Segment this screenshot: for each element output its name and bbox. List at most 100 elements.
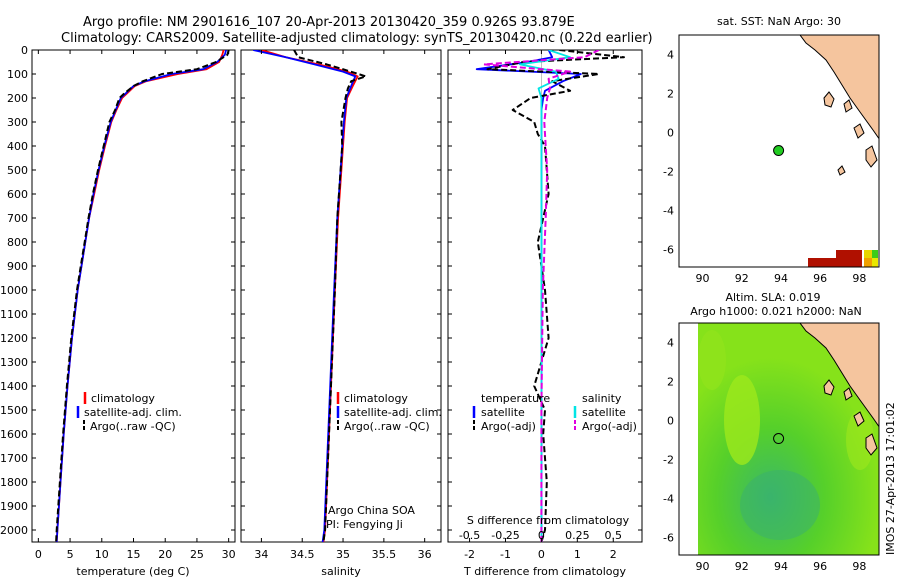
- map-x-tick-label: 92: [735, 560, 749, 573]
- series-satellite: [475, 50, 582, 542]
- x-tick-label: 10: [95, 548, 109, 561]
- series-satellite: [519, 50, 571, 542]
- x-tick-label: 34.5: [290, 548, 315, 561]
- y-tick-label: 1900: [0, 500, 28, 513]
- sst-pixel: [836, 250, 862, 267]
- sst-pixel: [808, 258, 836, 267]
- y-tick-label: 600: [7, 188, 28, 201]
- island: [843, 387, 853, 401]
- map-y-tick-label: -4: [663, 492, 674, 505]
- map-y-tick-label: 4: [667, 336, 674, 349]
- salinity-panel-frame: [240, 49, 442, 543]
- legend-label-climatology: climatology: [344, 392, 408, 405]
- y-tick-label: 400: [7, 140, 28, 153]
- legend-label-argo: Argo(..raw -QC): [90, 420, 176, 433]
- map-x-tick-label: 94: [774, 272, 788, 285]
- x-tick-label: 0: [35, 548, 42, 561]
- legend-label-s-satellite: satellite: [582, 406, 626, 419]
- annotation-pi: PI: Fengying Ji: [326, 518, 403, 531]
- temperature-xlabel: temperature (deg C): [76, 565, 189, 578]
- map-y-tick-label: -6: [663, 243, 674, 256]
- map-x-tick-label: 94: [774, 560, 788, 573]
- annotation-argo-china: Argo China SOA: [328, 504, 415, 517]
- y-tick-label: 500: [7, 164, 28, 177]
- map-x-tick-label: 98: [852, 560, 866, 573]
- x-top-tick-label: -0.5: [459, 529, 480, 542]
- map-x-tick-label: 92: [735, 272, 749, 285]
- x-tick-label: 35.5: [372, 548, 397, 561]
- x-tick-label: 36: [418, 548, 432, 561]
- series-satellite-adj-clim-: [55, 50, 227, 542]
- x-tick-label: 20: [158, 548, 172, 561]
- map-y-tick-label: 2: [667, 87, 674, 100]
- island: [823, 91, 835, 108]
- title-line-2: Climatology: CARS2009. Satellite-adjuste…: [61, 31, 653, 46]
- map-y-tick-label: -2: [663, 165, 674, 178]
- difference-panel-frame: [447, 49, 643, 543]
- legend-label-t-argo: Argo(-adj): [481, 420, 536, 433]
- legend-label-s-argo: Argo(-adj): [582, 420, 637, 433]
- argo-location-marker: [773, 145, 785, 157]
- imos-credit: IMOS 27-Apr-2013 17:01:02: [884, 402, 897, 555]
- x-tick-label: 34: [254, 548, 268, 561]
- argo-location-marker: [773, 433, 785, 445]
- y-tick-label: 1100: [0, 308, 28, 321]
- legend-label-t-satellite: satellite: [481, 406, 525, 419]
- sla-map-frame: [678, 322, 880, 556]
- map-y-tick-label: -6: [663, 531, 674, 544]
- title-line-1: Argo profile: NM 2901616_107 20-Apr-2013…: [83, 15, 575, 30]
- map-y-tick-label: 4: [667, 48, 674, 61]
- y-tick-label: 300: [7, 116, 28, 129]
- map-x-tick-label: 98: [852, 272, 866, 285]
- x-top-tick-label: 0: [538, 529, 545, 542]
- series-argo-adj-: [482, 50, 600, 542]
- island: [837, 165, 846, 176]
- series-climatology: [55, 50, 225, 542]
- map-x-tick-label: 90: [696, 560, 710, 573]
- x-top-tick-label: 0.25: [565, 529, 590, 542]
- difference-legend: temperature salinity satellite Argo(-adj…: [472, 392, 637, 433]
- y-tick-label: 1500: [0, 404, 28, 417]
- sumatra-land: [799, 323, 879, 428]
- map-y-tick-label: -2: [663, 453, 674, 466]
- y-tick-label: 1200: [0, 332, 28, 345]
- x-tick-label: 5: [67, 548, 74, 561]
- map-y-tick-label: 0: [667, 126, 674, 139]
- y-tick-label: 1800: [0, 476, 28, 489]
- x-tick-label: 25: [190, 548, 204, 561]
- legend-label-climatology: climatology: [91, 392, 155, 405]
- salinity-legend: climatology satellite-adj. clim. Argo(..…: [326, 392, 442, 531]
- difference-xlabel: T difference from climatology: [463, 565, 626, 578]
- temperature-series: [55, 50, 230, 542]
- x-tick-label: -1: [500, 548, 511, 561]
- legend-label-argo: Argo(..raw -QC): [344, 420, 430, 433]
- y-tick-label: 1700: [0, 452, 28, 465]
- salinity-xlabel: salinity: [321, 565, 361, 578]
- island: [865, 433, 878, 456]
- sla-map-title-2: Argo h1000: 0.021 h2000: NaN: [690, 305, 862, 318]
- map-y-tick-label: 0: [667, 414, 674, 427]
- sst-pixel: [864, 250, 872, 258]
- sla-high-patch: [846, 410, 874, 470]
- sst-pixel: [872, 250, 878, 258]
- sst-map-frame: [678, 34, 880, 268]
- legend-label-satellite: satellite-adj. clim.: [84, 406, 182, 419]
- sla-high-patch: [724, 375, 760, 465]
- sst-map-area: [679, 35, 879, 267]
- series-satellite-adj-clim-: [253, 50, 357, 542]
- y-tick-label: 800: [7, 236, 28, 249]
- series-argo-adj-: [486, 50, 625, 542]
- temperature-panel-frame: [31, 49, 236, 543]
- x-top-tick-label: -0.25: [491, 529, 519, 542]
- x-tick-label: 0: [538, 548, 545, 561]
- sla-map-title-1: Altim. SLA: 0.019: [725, 291, 820, 304]
- island: [843, 99, 853, 113]
- x-tick-label: 30: [222, 548, 236, 561]
- sst-map-title: sat. SST: NaN Argo: 30: [717, 15, 841, 28]
- y-tick-label: 200: [7, 92, 28, 105]
- x-tick-label: 35: [336, 548, 350, 561]
- island: [853, 411, 865, 427]
- y-tick-label: 100: [7, 68, 28, 81]
- map-x-tick-label: 90: [696, 272, 710, 285]
